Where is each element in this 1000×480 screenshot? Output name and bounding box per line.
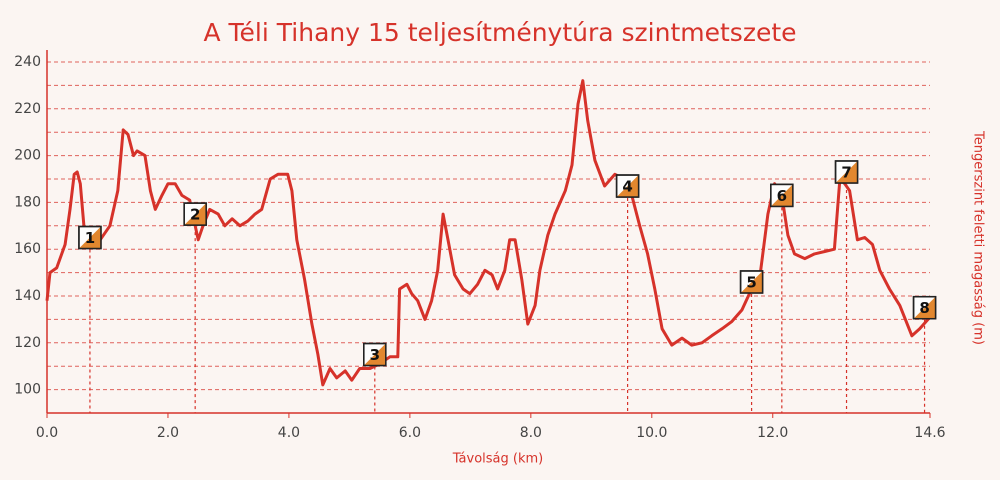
checkpoint-box-border (78, 225, 102, 250)
y-tick-label: 200 (14, 148, 41, 164)
checkpoint-label: 4 (622, 178, 632, 196)
x-tick-label: 2.0 (157, 425, 179, 441)
checkpoint-label: 6 (777, 187, 787, 205)
y-tick-label: 220 (14, 101, 41, 117)
y-tick-label: 120 (14, 335, 41, 351)
checkpoint-label: 7 (841, 163, 851, 181)
checkpoint-marker: 3 (363, 342, 387, 367)
x-tick-label: 10.0 (636, 425, 667, 441)
checkpoint-label: 1 (85, 229, 95, 247)
y-tick-label: 100 (14, 382, 41, 398)
checkpoint-marker: 5 (739, 270, 764, 294)
checkpoint-box-border (739, 270, 764, 294)
checkpoint-box-fill (770, 184, 793, 207)
y-tick-label: 180 (14, 194, 41, 210)
elevation-line (45, 79, 932, 387)
checkpoint-box-fill (184, 203, 207, 226)
checkpoint-box-fill (616, 175, 639, 198)
checkpoint-marker: 8 (912, 295, 937, 320)
y-tick-label: 160 (14, 241, 41, 257)
checkpoint-box-border (770, 183, 794, 208)
checkpoint-label: 8 (919, 299, 929, 317)
x-tick-label: 6.0 (399, 425, 421, 441)
x-tick-label: 12.0 (757, 425, 788, 441)
checkpoint-label: 5 (746, 273, 756, 291)
x-tick-label: 8.0 (520, 425, 542, 441)
checkpoint-box-border (834, 160, 859, 184)
y-tick-label: 140 (14, 288, 41, 304)
x-tick-label: 0.0 (36, 425, 58, 441)
checkpoint-box-fill (835, 160, 858, 183)
checkpoint-marker: 7 (834, 160, 859, 184)
checkpoint-box-border (363, 342, 387, 367)
x-tick-label: 4.0 (278, 425, 300, 441)
y-axis-title: Tengerszint feletti magasság (m) (971, 130, 986, 345)
checkpoint-marker: 4 (615, 174, 640, 198)
checkpoint-box-fill (913, 296, 936, 319)
x-axis-title: Távolság (km) (452, 452, 543, 467)
checkpoint-label: 2 (190, 206, 200, 224)
checkpoint-box-border (183, 202, 207, 226)
checkpoint-marker: 1 (78, 225, 102, 250)
checkpoint-box-fill (78, 226, 101, 249)
checkpoint-marker: 2 (183, 202, 207, 226)
checkpoint-label: 3 (370, 346, 380, 364)
checkpoint-box-border (615, 174, 640, 198)
checkpoint-box-fill (740, 270, 763, 293)
y-tick-label: 240 (14, 54, 41, 70)
checkpoint-box-fill (363, 343, 386, 366)
chart-title: A Téli Tihany 15 teljesítménytúra szintm… (203, 18, 796, 47)
x-tick-label: 14.6 (914, 425, 945, 441)
checkpoint-marker: 6 (770, 183, 794, 208)
checkpoint-box-border (912, 295, 937, 320)
